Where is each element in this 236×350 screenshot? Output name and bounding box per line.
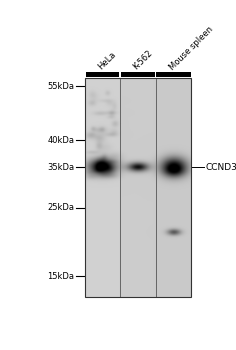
Bar: [120, 78, 156, 297]
Bar: [156, 72, 191, 77]
Text: 40kDa: 40kDa: [47, 136, 74, 145]
Bar: [85, 78, 120, 297]
Text: 55kDa: 55kDa: [47, 82, 74, 91]
Text: 25kDa: 25kDa: [47, 203, 74, 212]
Text: 15kDa: 15kDa: [47, 272, 74, 281]
Text: CCND3: CCND3: [205, 163, 236, 172]
Bar: [86, 72, 119, 77]
Bar: [121, 72, 155, 77]
Text: 35kDa: 35kDa: [47, 163, 74, 172]
Bar: [85, 78, 191, 297]
Text: K-562: K-562: [131, 49, 155, 72]
Text: HeLa: HeLa: [96, 50, 118, 72]
Bar: [156, 78, 191, 297]
Text: Mouse spleen: Mouse spleen: [167, 24, 215, 72]
